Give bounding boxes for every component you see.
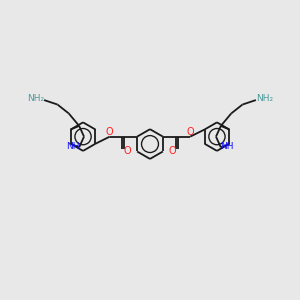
Text: NH: NH — [66, 142, 80, 151]
Text: NH₂: NH₂ — [27, 94, 44, 103]
Text: NH₂: NH₂ — [256, 94, 273, 103]
Text: O: O — [169, 146, 176, 156]
Text: O: O — [124, 146, 131, 156]
Text: NH: NH — [220, 142, 234, 151]
Text: O: O — [187, 127, 194, 136]
Text: O: O — [106, 127, 113, 136]
